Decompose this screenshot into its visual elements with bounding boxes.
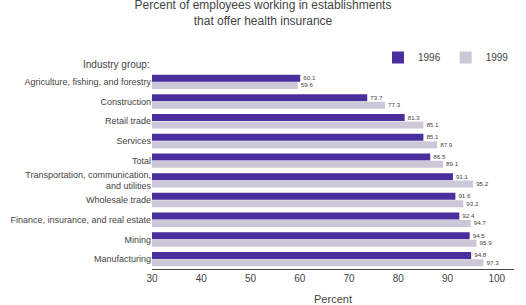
svg-text:85.1: 85.1 [426,133,439,140]
svg-text:Services: Services [116,136,151,146]
svg-text:90: 90 [442,273,454,284]
svg-text:50: 50 [245,273,257,284]
svg-text:89.1: 89.1 [446,160,459,167]
svg-text:86.5: 86.5 [433,153,446,160]
svg-text:70: 70 [343,273,355,284]
svg-text:94.5: 94.5 [473,232,486,239]
svg-text:59.6: 59.6 [301,81,314,88]
svg-text:95.9: 95.9 [480,239,493,246]
svg-text:80: 80 [393,273,405,284]
svg-text:Percent: Percent [314,293,352,305]
svg-text:Manufacturing: Manufacturing [94,254,151,264]
svg-text:Construction: Construction [100,97,151,107]
svg-text:100: 100 [488,273,505,284]
svg-text:81.3: 81.3 [408,114,421,121]
svg-text:91.6: 91.6 [458,192,471,199]
svg-text:87.9: 87.9 [440,141,453,148]
svg-text:Retail trade: Retail trade [105,116,151,126]
svg-text:Total: Total [132,156,151,166]
svg-text:94.8: 94.8 [474,251,487,258]
svg-text:Finance, insurance, and real e: Finance, insurance, and real estate [10,215,151,225]
svg-text:93.2: 93.2 [466,200,479,207]
svg-text:1999: 1999 [486,52,509,63]
svg-text:73.7: 73.7 [370,94,383,101]
svg-text:95.2: 95.2 [476,180,489,187]
svg-text:1996: 1996 [418,52,441,63]
svg-text:60.1: 60.1 [303,74,316,81]
svg-text:Transportation, communication,: Transportation, communication,and utilit… [25,170,151,192]
svg-text:60: 60 [294,273,306,284]
svg-text:Agriculture, fishing, and fore: Agriculture, fishing, and forestry [24,77,151,87]
svg-text:Mining: Mining [124,235,151,245]
svg-text:40: 40 [196,273,208,284]
svg-text:94.7: 94.7 [474,219,487,226]
svg-text:Percent of employees working i: Percent of employees working in establis… [135,0,392,28]
svg-text:30: 30 [146,273,158,284]
svg-text:92.4: 92.4 [462,212,475,219]
svg-text:77.3: 77.3 [388,101,401,108]
svg-text:97.3: 97.3 [486,259,499,266]
svg-text:Industry group:: Industry group: [83,59,150,70]
svg-text:85.1: 85.1 [426,121,439,128]
svg-text:Wholesale trade: Wholesale trade [86,195,151,205]
svg-text:91.1: 91.1 [456,173,469,180]
